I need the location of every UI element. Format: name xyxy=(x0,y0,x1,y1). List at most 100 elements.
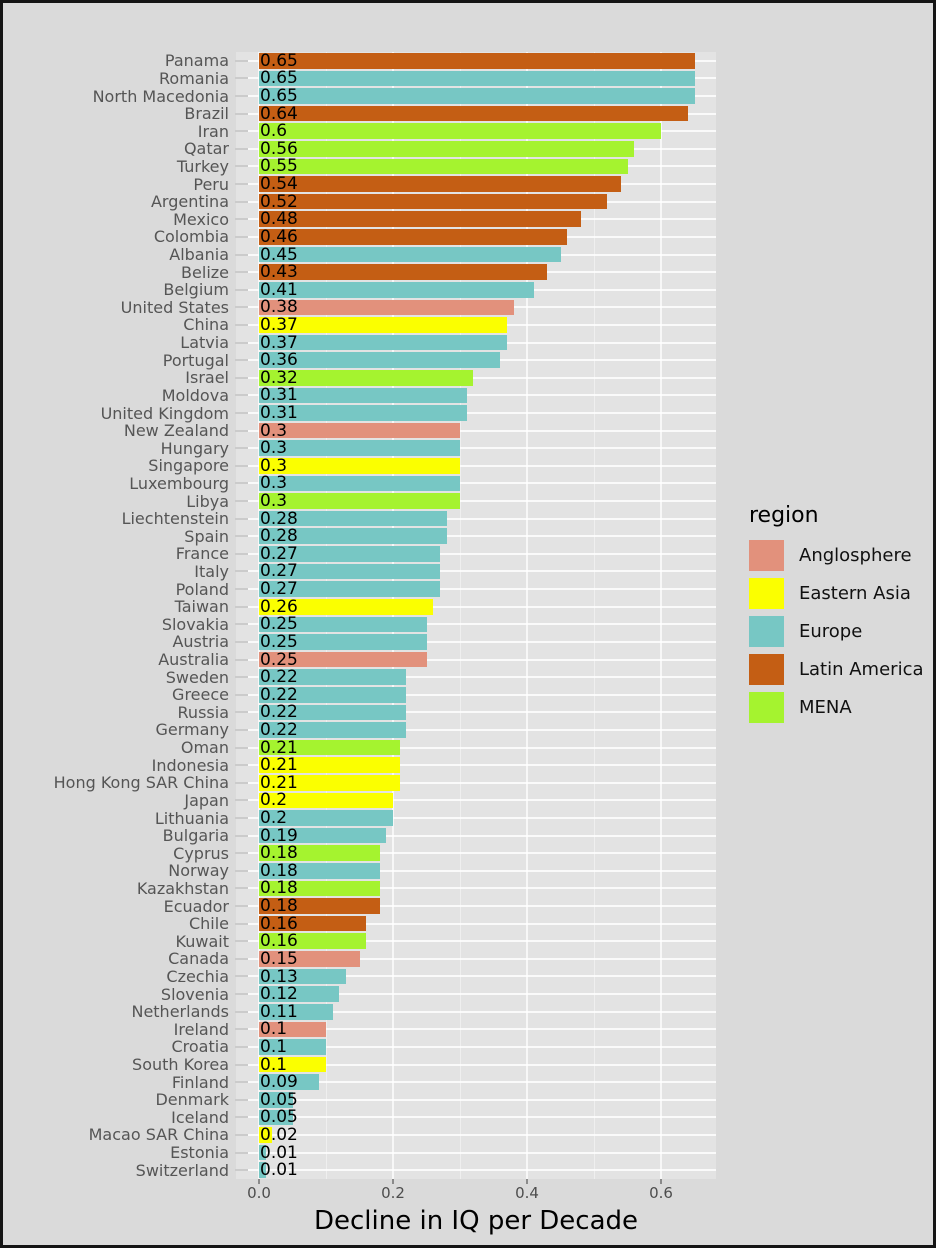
bar-row: Finland 0.09 xyxy=(3,1072,933,1093)
country-label: North Macedonia xyxy=(92,86,229,106)
gridline-vertical-major xyxy=(660,52,662,1179)
bar-value-label: 0.25 xyxy=(260,631,298,652)
y-axis-tick xyxy=(235,112,248,115)
bar xyxy=(259,1109,293,1126)
country-label: Ireland xyxy=(173,1019,229,1039)
bar xyxy=(259,528,447,545)
y-axis-tick xyxy=(235,940,248,943)
gridline-horizontal xyxy=(236,482,716,485)
gridline-horizontal xyxy=(236,429,716,432)
bar-value-label: 0.21 xyxy=(260,737,298,758)
gridline-horizontal xyxy=(236,464,716,467)
country-label: South Korea xyxy=(132,1055,229,1075)
country-label: United Kingdom xyxy=(100,403,229,423)
gridline-horizontal xyxy=(236,640,716,643)
bar-row: Kazakhstan 0.18 xyxy=(3,878,933,898)
y-axis-tick xyxy=(235,1028,248,1031)
bar-value-label: 0.27 xyxy=(260,579,298,600)
bar xyxy=(259,422,460,439)
y-axis-tick xyxy=(235,852,248,855)
bar-row: Czechia 0.13 xyxy=(3,967,933,987)
y-axis-tick xyxy=(235,1098,248,1101)
bar-value-label: 0.2 xyxy=(260,790,288,811)
y-axis-tick xyxy=(235,817,248,819)
y-axis-tick xyxy=(235,570,248,573)
country-label: Canada xyxy=(168,949,229,969)
bar xyxy=(259,105,688,122)
legend-swatch xyxy=(749,654,784,685)
bar-row: United States 0.38 xyxy=(3,297,933,318)
gridline-horizontal xyxy=(236,1098,716,1101)
bar-value-label: 0.65 xyxy=(260,68,298,89)
y-axis-tick xyxy=(235,605,248,608)
gridline-horizontal xyxy=(236,764,716,767)
bar-row: Spain 0.28 xyxy=(3,526,933,546)
country-label: Czechia xyxy=(166,967,229,986)
bar xyxy=(259,616,427,633)
bar-value-label: 0.32 xyxy=(260,367,298,388)
bar-row: Russia 0.22 xyxy=(3,702,933,722)
bar-value-label: 0.02 xyxy=(260,1124,298,1145)
y-axis-tick xyxy=(235,59,248,62)
bar xyxy=(259,598,434,615)
gridline-horizontal xyxy=(236,975,716,978)
bar-value-label: 0.16 xyxy=(260,913,298,934)
bar xyxy=(259,70,695,87)
y-axis-tick xyxy=(235,676,248,679)
bar xyxy=(259,915,367,932)
country-label: Hong Kong SAR China xyxy=(53,773,229,793)
gridline-horizontal xyxy=(236,834,716,837)
bar xyxy=(259,510,447,527)
gridline-vertical-minor xyxy=(460,52,461,1179)
country-label: Slovenia xyxy=(160,984,229,1004)
gridline-vertical-major xyxy=(392,52,394,1179)
bar-value-label: 0.1 xyxy=(260,1019,288,1040)
bar-row: Oman 0.21 xyxy=(3,737,933,758)
bar-value-label: 0.55 xyxy=(260,156,298,177)
country-label: Russia xyxy=(177,702,229,722)
bar-value-label: 0.18 xyxy=(260,843,298,864)
y-axis-tick xyxy=(235,500,248,503)
country-label: Bulgaria xyxy=(162,826,229,846)
y-axis-tick xyxy=(235,429,248,432)
bar-value-label: 0.38 xyxy=(260,297,298,318)
bar-value-label: 0.65 xyxy=(260,50,298,71)
bar xyxy=(259,176,621,192)
bar-row: Liechtenstein 0.28 xyxy=(3,509,933,529)
country-label: Poland xyxy=(175,579,229,599)
bar-row: Ecuador 0.18 xyxy=(3,896,933,916)
country-label: Portugal xyxy=(162,350,229,370)
legend-item: MENA xyxy=(749,692,924,723)
bar-row: Turkey 0.55 xyxy=(3,156,933,177)
gridline-vertical-minor xyxy=(594,52,595,1179)
gridline-horizontal xyxy=(236,869,716,872)
country-label: Belize xyxy=(181,262,229,282)
y-axis-tick xyxy=(235,693,248,696)
legend: region Anglosphere Eastern Asia Europe L… xyxy=(749,503,924,730)
bar-row: Taiwan 0.26 xyxy=(3,597,933,617)
y-axis-tick xyxy=(235,218,248,221)
bar-row: South Korea 0.1 xyxy=(3,1055,933,1075)
country-label: Qatar xyxy=(183,139,229,159)
country-label: Latvia xyxy=(180,333,229,353)
bar-value-label: 0.12 xyxy=(260,984,298,1005)
bar-value-label: 0.25 xyxy=(260,649,298,670)
bar xyxy=(259,475,460,492)
bar xyxy=(259,968,347,985)
bar-row: Iceland 0.05 xyxy=(3,1107,933,1127)
gridline-horizontal xyxy=(236,922,716,925)
bar xyxy=(259,1127,273,1143)
country-label: Spain xyxy=(184,526,229,546)
bar-value-label: 0.31 xyxy=(260,385,298,406)
country-label: Indonesia xyxy=(151,755,229,775)
country-label: France xyxy=(175,544,229,564)
bar-row: Canada 0.15 xyxy=(3,949,933,969)
y-axis-tick xyxy=(235,640,248,643)
y-axis-tick xyxy=(235,711,248,714)
bar xyxy=(259,1144,266,1161)
bar-row: Cyprus 0.18 xyxy=(3,843,933,864)
bar-row: Estonia 0.01 xyxy=(3,1143,933,1163)
country-label: Colombia xyxy=(153,227,229,247)
bar-value-label: 0.09 xyxy=(260,1072,298,1093)
bar xyxy=(259,369,474,386)
